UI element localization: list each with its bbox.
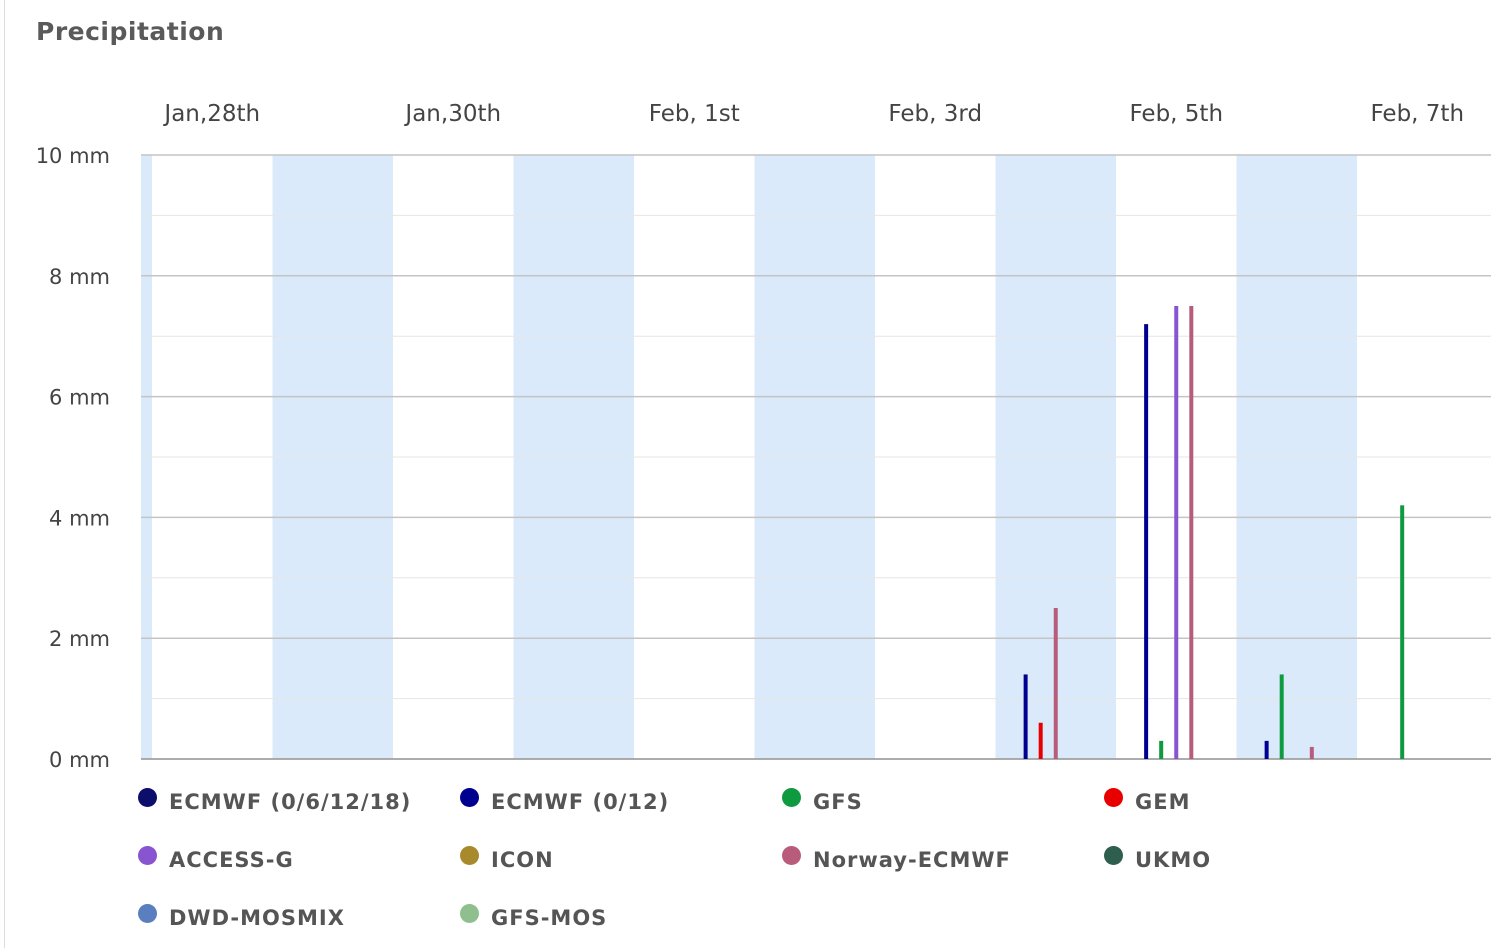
legend-item[interactable]: ICON bbox=[460, 844, 782, 876]
legend-label: GFS-MOS bbox=[491, 906, 608, 930]
precip-bar bbox=[1159, 740, 1164, 759]
legend-label: ICON bbox=[491, 848, 554, 872]
precip-bar bbox=[1174, 306, 1179, 759]
precip-bar bbox=[1279, 674, 1284, 759]
y-tick-label: 4 mm bbox=[49, 506, 110, 530]
precipitation-chart: 10 mm 8 mm 6 mm 4 mm 2 mm 0 mm Jan,28th Jan,30t… bbox=[36, 101, 1491, 772]
legend-label: ECMWF (0/6/12/18) bbox=[169, 790, 412, 814]
legend-marker-icon bbox=[138, 903, 157, 923]
legend-marker-icon bbox=[460, 903, 479, 923]
legend-marker-icon bbox=[138, 787, 157, 807]
legend-label: GEM bbox=[1135, 790, 1191, 814]
legend-item[interactable]: GEM bbox=[1104, 786, 1378, 818]
legend-item[interactable]: UKMO bbox=[1104, 844, 1378, 876]
precip-bar bbox=[1144, 324, 1149, 759]
y-tick-label: 6 mm bbox=[49, 386, 110, 410]
precip-bar bbox=[1053, 608, 1058, 759]
precip-bar bbox=[1264, 740, 1269, 759]
x-tick-label: Feb, 5th bbox=[1129, 101, 1223, 127]
x-tick-label: Feb, 1st bbox=[649, 101, 740, 127]
legend-label: UKMO bbox=[1135, 848, 1212, 872]
y-tick-label: 8 mm bbox=[49, 265, 110, 289]
legend-item[interactable]: GFS-MOS bbox=[460, 902, 782, 934]
legend-marker-icon bbox=[460, 845, 479, 865]
legend-item[interactable]: GFS bbox=[782, 786, 1104, 818]
legend-item[interactable]: ECMWF (0/6/12/18) bbox=[138, 786, 460, 818]
legend-item[interactable]: ECMWF (0/12) bbox=[460, 786, 782, 818]
legend-label: DWD-MOSMIX bbox=[169, 906, 345, 930]
legend-item[interactable]: ACCESS-G bbox=[138, 844, 460, 876]
precip-bar bbox=[1309, 746, 1314, 759]
precip-bar bbox=[1400, 505, 1405, 759]
legend-marker-icon bbox=[782, 845, 801, 865]
legend-label: ECMWF (0/12) bbox=[491, 790, 670, 814]
y-tick-label: 2 mm bbox=[49, 627, 110, 651]
legend-label: ACCESS-G bbox=[169, 848, 294, 872]
legend-item[interactable]: DWD-MOSMIX bbox=[138, 902, 460, 934]
legend-marker-icon bbox=[1104, 845, 1123, 865]
precip-bar bbox=[1023, 674, 1028, 759]
x-tick-label: Jan,28th bbox=[162, 101, 260, 127]
y-tick-label: 0 mm bbox=[49, 748, 110, 772]
y-tick-label: 10 mm bbox=[36, 144, 110, 168]
x-tick-label: Jan,30th bbox=[403, 101, 501, 127]
precip-bar bbox=[1189, 306, 1194, 759]
legend-marker-icon bbox=[460, 787, 479, 807]
chart-legend: ECMWF (0/6/12/18) ECMWF (0/12) GFS GEM ACCES… bbox=[138, 786, 1378, 934]
x-tick-label: Feb, 7th bbox=[1370, 101, 1464, 127]
legend-marker-icon bbox=[138, 845, 157, 865]
legend-label: GFS bbox=[813, 790, 863, 814]
chart-panel bbox=[4, 0, 1512, 948]
chart-title: Precipitation bbox=[36, 17, 225, 46]
legend-marker-icon bbox=[1104, 787, 1123, 807]
precip-bar bbox=[1038, 722, 1043, 759]
legend-item[interactable]: Norway-ECMWF bbox=[782, 844, 1104, 876]
legend-marker-icon bbox=[782, 787, 801, 807]
legend-label: Norway-ECMWF bbox=[813, 848, 1011, 872]
x-tick-label: Feb, 3rd bbox=[888, 101, 982, 127]
